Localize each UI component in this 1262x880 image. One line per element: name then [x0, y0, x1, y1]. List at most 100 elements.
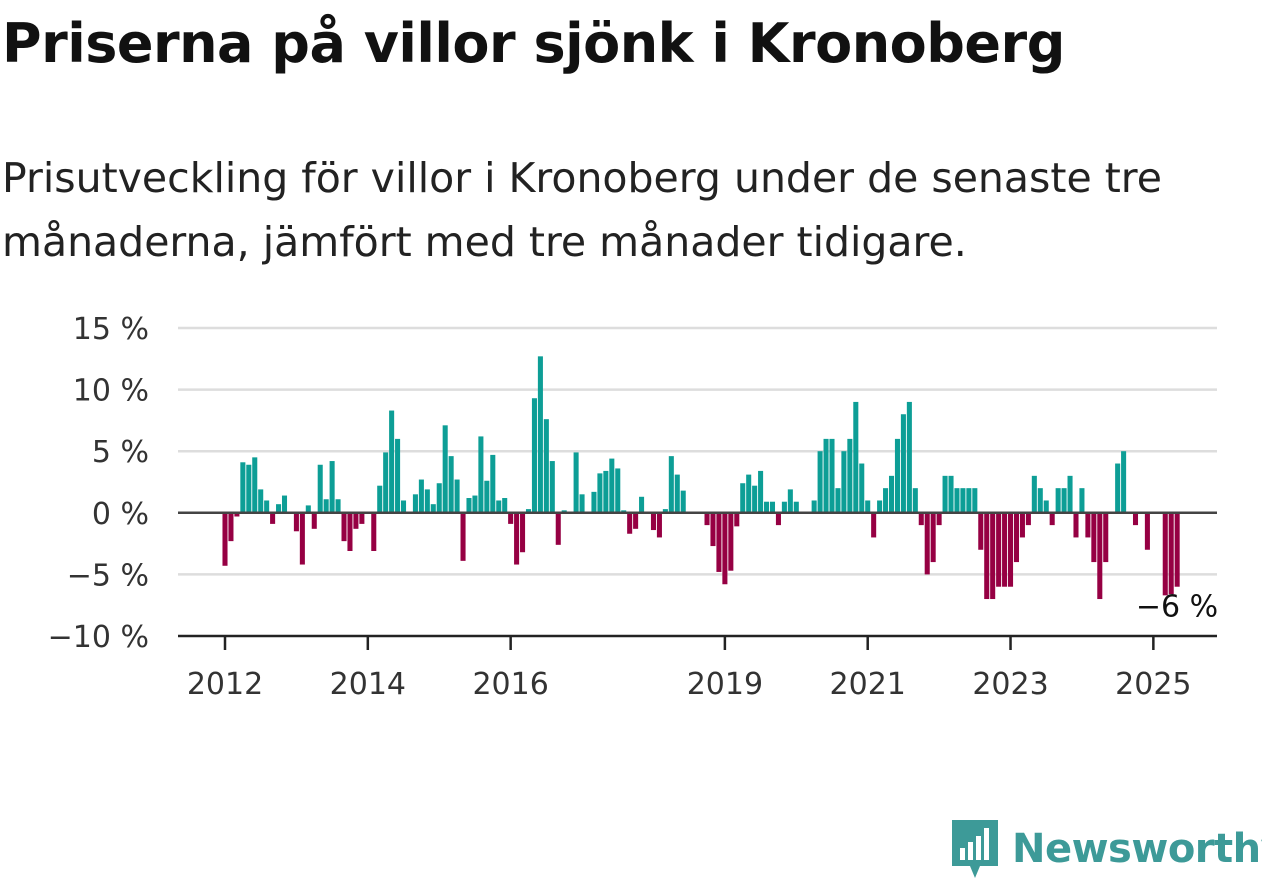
bar: [948, 475, 954, 513]
bar: [299, 512, 305, 565]
bar: [829, 438, 835, 513]
bar: [823, 438, 829, 513]
bar: [430, 504, 436, 513]
bar: [537, 356, 543, 513]
grid-lines: [178, 326, 1217, 576]
bar: [514, 512, 520, 565]
bar: [1067, 475, 1073, 513]
bar: [960, 488, 966, 513]
bar: [639, 496, 645, 513]
bar: [1013, 512, 1020, 563]
x-axis-labels: 2012 2014 2016 2019 2021 2023 2025: [187, 636, 1192, 702]
bar: [371, 512, 377, 551]
bar: [246, 464, 252, 513]
bar: [674, 474, 680, 513]
bar: [722, 512, 728, 585]
bar: [704, 512, 710, 526]
bar: [769, 501, 776, 513]
bar: [1055, 488, 1061, 513]
bar: [764, 501, 770, 513]
bar: [668, 456, 674, 513]
bar: [775, 512, 781, 526]
bar: [650, 512, 656, 531]
bar: [853, 401, 859, 513]
bar: [454, 479, 460, 513]
bar: [573, 452, 579, 513]
bar: [912, 488, 918, 513]
bar: [990, 512, 996, 600]
bar: [716, 512, 722, 572]
bar: [835, 488, 841, 513]
bar: [633, 512, 639, 529]
bar-chart: 15 % 10 % 5 % 0 % −5 % −10 % 2012 2014 2016 2019…: [48, 312, 1219, 702]
bar: [942, 475, 948, 513]
bar: [1132, 512, 1139, 526]
bar: [597, 473, 603, 513]
bar: [1091, 512, 1097, 563]
y-tick-label: 10 %: [73, 374, 149, 409]
bar: [734, 512, 740, 527]
bar: [448, 456, 454, 513]
bar: [270, 512, 276, 524]
bar: [615, 468, 621, 513]
bar: [276, 504, 282, 513]
bar: [787, 489, 793, 513]
bar: [954, 488, 960, 513]
bar: [1103, 512, 1109, 563]
bar: [264, 500, 270, 513]
bar: [996, 512, 1002, 587]
bar: [478, 436, 484, 513]
bar: [1043, 500, 1049, 513]
bar: [728, 512, 734, 571]
bar: [1144, 512, 1150, 550]
bar: [1008, 512, 1014, 587]
bar: [1085, 512, 1091, 538]
bar: [877, 500, 883, 513]
bar: [710, 512, 716, 547]
bar: [871, 512, 877, 538]
axes: [178, 511, 1217, 638]
bar: [484, 480, 490, 513]
bar: [894, 438, 900, 513]
newsworthy-logo: Newsworthy: [950, 818, 1262, 880]
bar: [353, 512, 359, 529]
bar: [323, 499, 329, 513]
newsworthy-logo-icon: [952, 820, 998, 878]
bar: [680, 490, 686, 513]
bar: [906, 401, 912, 513]
bar: [1174, 512, 1180, 587]
bar: [984, 512, 990, 600]
bar: [281, 495, 288, 513]
bar: [930, 512, 936, 563]
bar: [240, 462, 246, 513]
bar: [329, 461, 335, 513]
bar: [817, 451, 823, 513]
bar: [549, 461, 555, 513]
bar: [1168, 512, 1174, 595]
bar: [490, 454, 496, 513]
bar: [293, 512, 299, 532]
chart-title: Priserna på villor sjönk i Kronoberg: [2, 12, 1065, 75]
bar: [1049, 512, 1055, 526]
bar: [591, 491, 597, 513]
bar: [746, 474, 752, 513]
bar: [359, 512, 365, 524]
bar: [1097, 512, 1103, 600]
bar: [978, 512, 984, 550]
bar: [1019, 512, 1025, 538]
bar: [395, 438, 401, 513]
y-tick-label: −10 %: [48, 620, 149, 655]
bar: [311, 512, 317, 529]
y-tick-label: 0 %: [92, 497, 149, 532]
bar: [508, 512, 514, 524]
annotations: −6 %: [1136, 589, 1218, 624]
bar: [305, 505, 311, 513]
chart-subtitle: Prisutveckling för villor i Kronoberg un…: [2, 154, 1162, 266]
bar: [936, 512, 942, 526]
bar: [972, 488, 978, 513]
bar: [758, 470, 764, 513]
bar: [472, 495, 478, 513]
y-tick-label: 15 %: [73, 312, 149, 347]
bar: [656, 512, 662, 538]
bar: [847, 438, 853, 513]
